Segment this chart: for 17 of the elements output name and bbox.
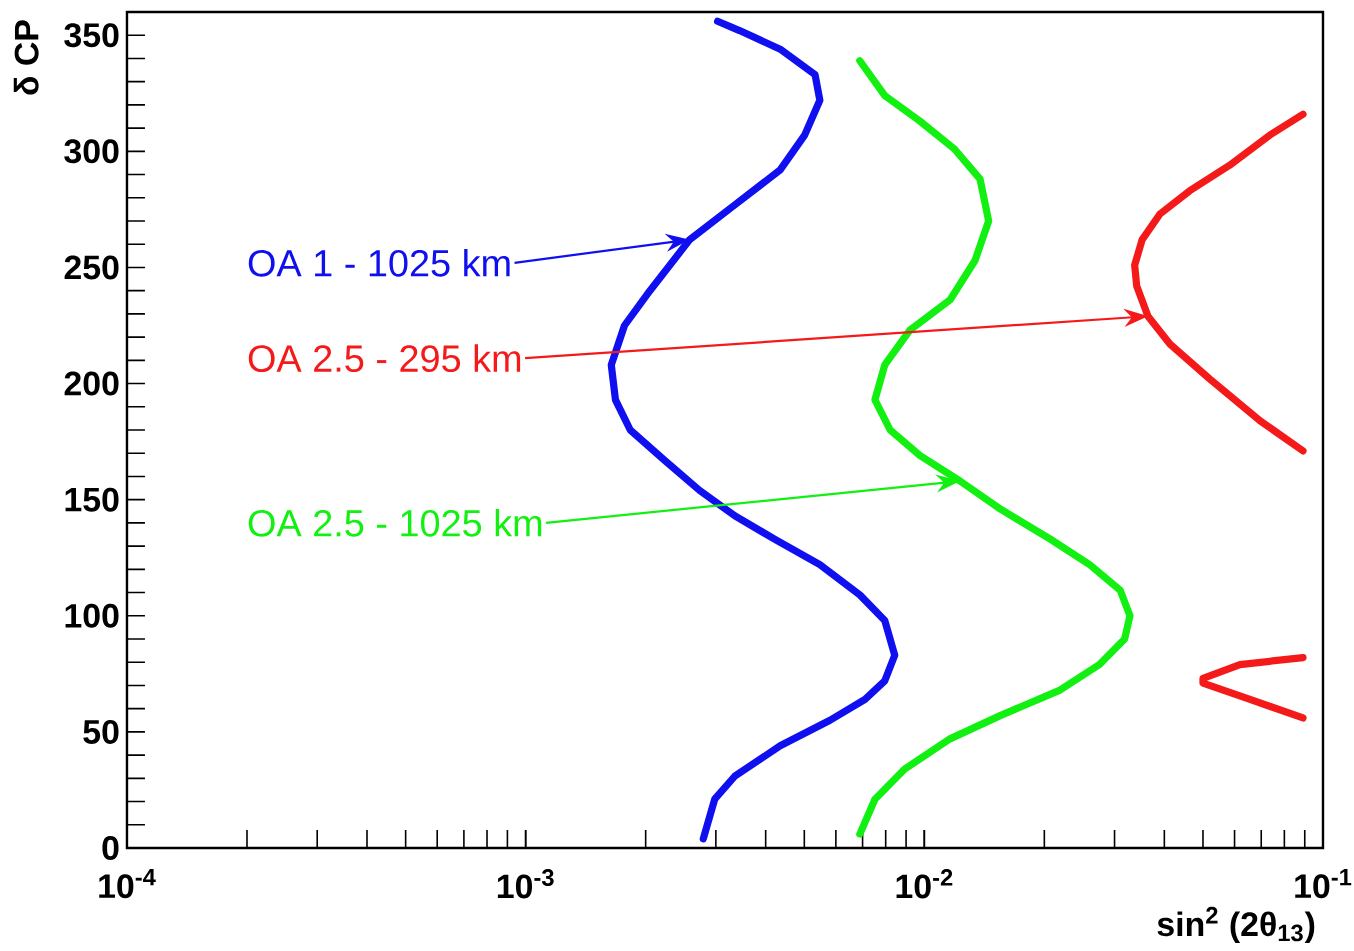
x-tick-label: 10$^{-3}$ [497,869,554,899]
annotation: OA 1 - 1025 km [248,248,510,277]
y-tick-label: 200 [64,371,119,396]
y-axis-title: δ CP [13,20,39,95]
x-axis-title: sin$^{2}$ (2θ$_{13}$) [1157,906,1315,943]
annotation: OA 2.5 - 1025 km [248,508,542,537]
x-tick-label: 10$^{-2}$ [896,869,953,899]
x-tick-label: 10$^{-1}$ [1295,869,1352,899]
y-tick-label: 250 [64,255,119,280]
x-tick-label: 10$^{-4}$ [99,869,156,899]
y-tick-label: 100 [65,603,119,628]
y-tick-label: 300 [64,139,119,164]
y-tick-label: 350 [64,23,119,48]
y-tick-label: 0 [102,836,119,860]
y-tick-label: 50 [83,719,119,744]
annotation: OA 2.5 - 295 km [248,344,521,373]
y-tick-label: 150 [65,487,119,512]
